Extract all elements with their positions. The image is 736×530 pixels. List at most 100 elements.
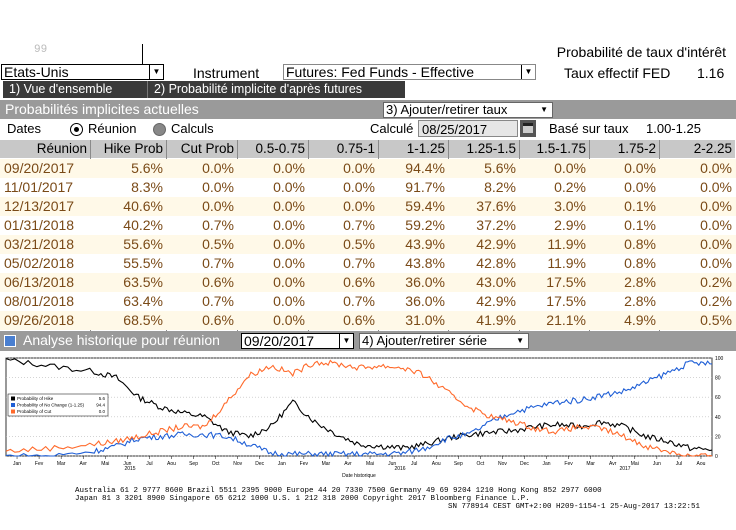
calc-date-value: 08/25/2017 (422, 122, 488, 137)
probability-cell: 0.6% (343, 274, 375, 290)
probability-cell: 2.9% (554, 217, 586, 233)
chevron-down-icon[interactable]: ▼ (521, 65, 535, 79)
probability-cell: 4.9% (624, 312, 656, 328)
table-row[interactable]: 12/13/2017 40.6% 0.0% 0.0% 0.0% 59.4% 37.6% 3.0… (0, 197, 736, 216)
probability-cell: 11.9% (547, 255, 586, 271)
x-tick-label: Jun (388, 461, 396, 467)
meeting-date-cell: 01/31/2018 (4, 217, 75, 233)
probability-cell: 0.0% (273, 179, 305, 195)
calc-date-field[interactable]: 08/25/2017 (418, 120, 518, 137)
add-remove-series-button[interactable]: 4) Ajouter/retirer série ▼ (359, 333, 529, 349)
probability-cell: 0.2% (700, 293, 732, 309)
caret-down-icon: ▼ (516, 336, 524, 345)
probability-cell: 42.8% (476, 255, 516, 271)
separator-line (142, 44, 143, 64)
x-tick-label: Sep (189, 461, 198, 467)
table-row[interactable]: 09/26/2018 68.5% 0.6% 0.0% 0.6% 31.0% 41.9% 21.… (0, 311, 736, 330)
probability-cell: 0.1% (624, 217, 656, 233)
chevron-down-icon[interactable]: ▼ (149, 65, 163, 79)
probability-cell: 63.5% (123, 274, 163, 290)
legend-entry-value: 94.4 (96, 403, 105, 408)
table-row[interactable]: 11/01/2017 8.3% 0.0% 0.0% 0.0% 91.7% 8.2% 0.2% 0… (0, 178, 736, 197)
table-row[interactable]: 01/31/2018 40.2% 0.7% 0.0% 0.7% 59.2% 37.2% 2.9… (0, 216, 736, 235)
probability-cell: 0.0% (273, 217, 305, 233)
series-line-2 (5, 359, 713, 457)
meeting-date-cell: 09/20/2017 (4, 160, 75, 176)
x-tick-label: Avr (609, 461, 617, 467)
x-tick-label: Nov (498, 461, 507, 467)
probability-cell: 68.5% (123, 312, 163, 328)
column-header[interactable]: 1-1.25 (379, 140, 448, 158)
chevron-down-icon[interactable]: ▼ (339, 334, 353, 348)
probability-cell: 42.9% (476, 293, 516, 309)
probability-cell: 31.0% (405, 312, 445, 328)
x-tick-label: Oct (212, 461, 220, 467)
radio-meeting[interactable] (70, 123, 83, 136)
meeting-date-cell: 08/01/2018 (4, 293, 75, 309)
x-tick-label: Mar (322, 461, 331, 467)
top-panel: 99 Etats-Unis ▼ Instrument Futures: Fed … (0, 0, 736, 81)
radio-meeting-label: Réunion (88, 121, 137, 136)
probability-cell: 0.7% (343, 217, 375, 233)
x-tick-label: Fev (564, 461, 573, 467)
column-header[interactable]: 1.75-2 (590, 140, 659, 158)
tab-overview[interactable]: 1) Vue d'ensemble (3, 81, 157, 98)
meeting-date-select[interactable]: 09/20/2017 ▼ (241, 333, 354, 349)
column-header[interactable]: Hike Prob (91, 140, 166, 158)
radio-calc[interactable] (153, 123, 166, 136)
column-header[interactable]: 0.75-1 (309, 140, 378, 158)
legend-box (7, 393, 109, 417)
probability-cell: 17.5% (546, 293, 586, 309)
probability-cell: 37.6% (476, 198, 516, 214)
instrument-select[interactable]: Futures: Fed Funds - Effective ▼ (283, 64, 536, 80)
calendar-icon[interactable] (520, 120, 536, 137)
tab-label: 2) Probabilité implicite d'après futures (154, 82, 363, 96)
probability-cell: 0.7% (343, 255, 375, 271)
controls-row: Dates Réunion Calculs Calculé 08/25/2017… (0, 120, 736, 139)
column-header[interactable]: Cut Prob (167, 140, 237, 158)
probability-cell: 63.4% (123, 293, 163, 309)
x-tick-label: Jul (676, 461, 682, 467)
probability-cell: 55.6% (123, 236, 163, 252)
series-line-1 (5, 360, 713, 458)
table-row[interactable]: 05/02/2018 55.5% 0.7% 0.0% 0.7% 43.8% 42.8% 11.… (0, 254, 736, 273)
page-title: Probabilité de taux d'intérêt (556, 44, 726, 60)
table-row[interactable]: 06/13/2018 63.5% 0.6% 0.0% 0.6% 36.0% 43.0% 17.… (0, 273, 736, 292)
table-row[interactable]: 08/01/2018 63.4% 0.7% 0.0% 0.7% 36.0% 42.9% 17.… (0, 292, 736, 311)
meeting-date-cell: 06/13/2018 (4, 274, 75, 290)
tab-implied-probability[interactable]: 2) Probabilité implicite d'après futures (147, 81, 405, 98)
probability-cell: 59.4% (405, 198, 445, 214)
probability-cell: 0.5% (343, 236, 375, 252)
column-header[interactable]: 1.25-1.5 (449, 140, 519, 158)
x-tick-label: Mar (586, 461, 595, 467)
x-tick-label: Mai (366, 461, 374, 467)
legend-entry-value: 0.0 (99, 409, 106, 414)
column-header[interactable]: 0.5-0.75 (238, 140, 308, 158)
section-title: Analyse historique pour réunion (23, 332, 220, 348)
x-tick-label: Jan (543, 461, 551, 467)
column-header[interactable]: 1.5-1.75 (520, 140, 589, 158)
add-remove-rates-button[interactable]: 3) Ajouter/retirer taux ▼ (383, 102, 553, 118)
dates-label: Dates (7, 121, 41, 136)
table-row[interactable]: 03/21/2018 55.6% 0.5% 0.0% 0.5% 43.9% 42.9% 11.… (0, 235, 736, 254)
probability-cell: 0.5% (700, 312, 732, 328)
column-header[interactable]: 2-2.25 (660, 140, 735, 158)
column-header[interactable]: Réunion (0, 140, 90, 158)
panel-number: 99 (34, 44, 48, 56)
legend-swatch (11, 403, 15, 407)
fed-rate-label: Taux effectif FED (564, 65, 671, 81)
probability-cell: 0.0% (700, 236, 732, 252)
radio-dot (74, 127, 79, 132)
y-tick-label: 40 (715, 415, 721, 421)
probability-cell: 43.8% (405, 255, 445, 271)
radio-calc-label: Calculs (171, 121, 214, 136)
x-tick-label: Avr (80, 461, 88, 467)
probability-cell: 0.7% (202, 217, 234, 233)
country-select[interactable]: Etats-Unis ▼ (1, 64, 164, 80)
probability-cell: 0.6% (202, 312, 234, 328)
caret-down-icon: ▼ (540, 105, 548, 114)
table-row[interactable]: 09/20/2017 5.6% 0.0% 0.0% 0.0% 94.4% 5.6% 0.0% 0… (0, 159, 736, 178)
meeting-date-cell: 11/01/2017 (4, 179, 74, 195)
expand-icon[interactable] (4, 335, 16, 347)
probability-cell: 91.7% (405, 179, 445, 195)
